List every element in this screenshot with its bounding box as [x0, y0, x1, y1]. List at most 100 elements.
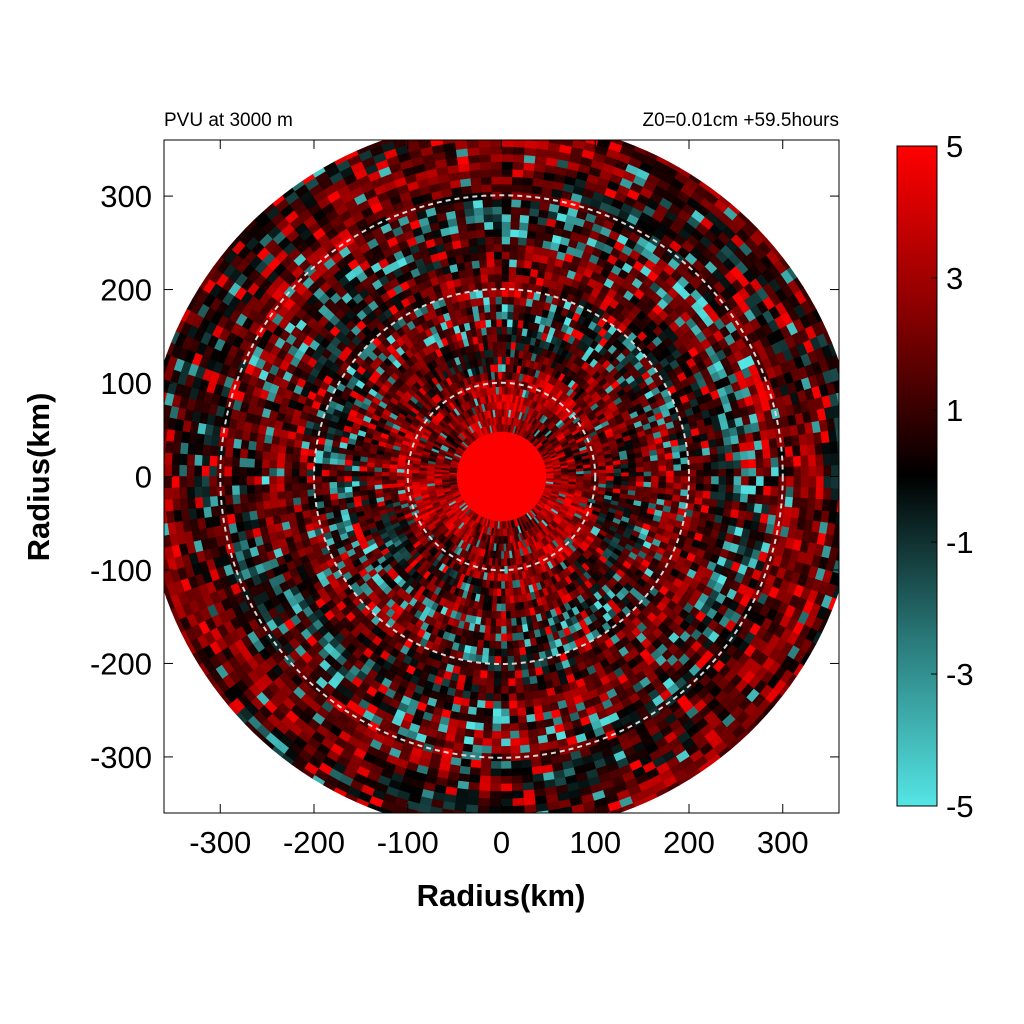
field-cell	[321, 457, 331, 465]
field-cell	[501, 641, 508, 650]
field-cell	[703, 468, 712, 477]
field-cell	[300, 440, 310, 450]
field-cell	[486, 678, 495, 687]
field-cell	[665, 458, 674, 466]
field-cell	[491, 610, 498, 620]
field-cell	[489, 303, 497, 313]
field-cell	[321, 482, 330, 490]
field-cell	[687, 489, 697, 498]
field-cell	[606, 472, 615, 477]
field-cell	[620, 480, 630, 486]
field-cell	[494, 558, 499, 567]
field-cell	[665, 481, 675, 489]
field-cell	[501, 596, 507, 605]
field-cell	[650, 486, 659, 494]
field-cell	[479, 266, 488, 276]
field-cell	[516, 476, 525, 478]
field-cell	[501, 671, 509, 680]
field-cell	[501, 603, 507, 612]
field-cell	[613, 471, 622, 477]
field-cell	[344, 459, 353, 467]
field-cell	[366, 471, 375, 477]
field-cell	[496, 588, 502, 597]
field-cell	[528, 275, 538, 285]
field-cell	[496, 611, 502, 620]
field-cell	[672, 488, 682, 496]
field-cell	[613, 480, 622, 486]
field-cell	[351, 470, 360, 477]
field-cell	[673, 482, 682, 490]
field-cell	[479, 274, 489, 283]
field-cell	[336, 464, 345, 472]
field-cell	[494, 288, 502, 297]
field-cell	[489, 633, 497, 642]
field-cell	[636, 476, 645, 482]
field-cell	[521, 274, 531, 284]
field-cell	[496, 348, 502, 357]
field-cell	[695, 454, 704, 464]
field-cell	[291, 461, 300, 470]
field-cell	[628, 480, 637, 487]
field-cell	[328, 481, 338, 489]
field-cell	[510, 333, 517, 343]
field-cell	[501, 273, 509, 282]
field-cell	[336, 476, 345, 483]
field-cell	[508, 266, 517, 275]
field-cell	[336, 481, 345, 489]
field-cell	[673, 463, 682, 471]
field-cell	[494, 656, 502, 665]
field-cell	[476, 646, 484, 656]
field-cell	[501, 348, 507, 357]
field-cell	[501, 393, 505, 402]
field-cell	[298, 462, 308, 471]
field-cell	[696, 469, 705, 477]
field-cell	[501, 288, 509, 297]
field-cell	[681, 469, 690, 477]
field-cell	[479, 677, 488, 687]
field-cell	[486, 610, 493, 620]
field-cell	[478, 632, 486, 641]
field-cell	[495, 641, 502, 650]
field-cell	[657, 492, 666, 500]
field-cell	[321, 488, 331, 496]
field-cell	[518, 304, 526, 314]
field-cell	[514, 274, 524, 283]
field-cell	[506, 618, 513, 627]
field-cell	[501, 626, 508, 635]
field-cell	[497, 363, 502, 372]
field-cell	[493, 266, 502, 275]
field-cell	[703, 461, 712, 470]
field-cell	[658, 470, 667, 477]
field-cell	[650, 465, 660, 472]
field-cell	[508, 476, 517, 478]
field-cell	[366, 466, 375, 473]
field-cell	[495, 303, 502, 312]
field-cell	[513, 647, 521, 657]
field-cell	[666, 470, 675, 477]
field-cell	[583, 476, 592, 480]
field-cell	[501, 573, 506, 582]
field-cell	[507, 296, 515, 305]
field-cell	[292, 497, 302, 507]
field-cell	[568, 476, 577, 480]
field-cell	[486, 266, 495, 275]
field-cell	[506, 311, 514, 320]
field-cell	[426, 473, 435, 477]
field-cell	[505, 333, 512, 343]
field-cell	[418, 473, 427, 477]
field-cell	[373, 471, 382, 477]
field-cell	[291, 483, 300, 492]
field-cell	[513, 296, 521, 306]
field-cell	[522, 267, 532, 277]
field-cell	[505, 341, 512, 350]
field-cell	[671, 494, 681, 502]
field-cell	[487, 602, 493, 612]
field-cell	[635, 480, 645, 487]
field-cell	[493, 573, 499, 582]
field-cell	[501, 303, 508, 312]
field-cell	[313, 469, 322, 477]
field-cell	[496, 341, 502, 350]
field-cell	[531, 476, 540, 479]
field-cell	[487, 595, 494, 605]
field-cell	[511, 319, 519, 328]
